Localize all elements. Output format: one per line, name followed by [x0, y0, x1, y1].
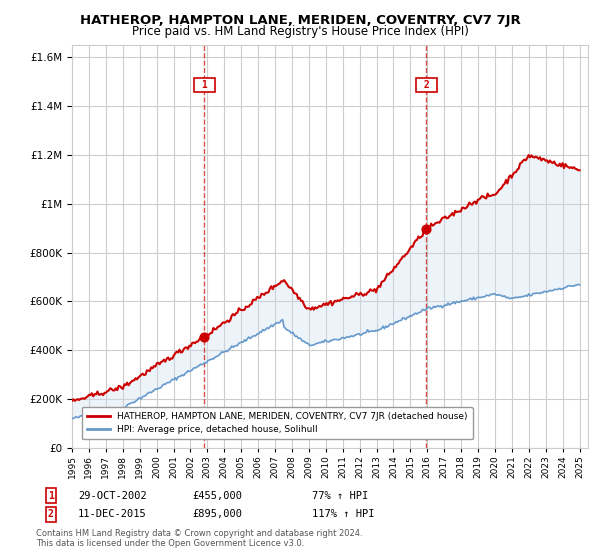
- Point: [422, 225, 431, 234]
- Text: 11-DEC-2015: 11-DEC-2015: [78, 509, 147, 519]
- Text: Price paid vs. HM Land Registry's House Price Index (HPI): Price paid vs. HM Land Registry's House …: [131, 25, 469, 38]
- Text: 29-OCT-2002: 29-OCT-2002: [78, 491, 147, 501]
- Legend: HATHEROP, HAMPTON LANE, MERIDEN, COVENTRY, CV7 7JR (detached house), HPI: Averag: HATHEROP, HAMPTON LANE, MERIDEN, COVENTR…: [82, 407, 473, 440]
- Text: 1: 1: [196, 80, 213, 90]
- Text: Contains HM Land Registry data © Crown copyright and database right 2024.: Contains HM Land Registry data © Crown c…: [36, 530, 362, 539]
- Text: 117% ↑ HPI: 117% ↑ HPI: [312, 509, 374, 519]
- Text: £455,000: £455,000: [192, 491, 242, 501]
- Text: 2: 2: [418, 80, 435, 90]
- Text: 1: 1: [48, 491, 54, 501]
- Text: 77% ↑ HPI: 77% ↑ HPI: [312, 491, 368, 501]
- Text: £895,000: £895,000: [192, 509, 242, 519]
- Point: [200, 332, 209, 341]
- Text: This data is licensed under the Open Government Licence v3.0.: This data is licensed under the Open Gov…: [36, 539, 304, 548]
- Text: 2: 2: [48, 509, 54, 519]
- Text: HATHEROP, HAMPTON LANE, MERIDEN, COVENTRY, CV7 7JR: HATHEROP, HAMPTON LANE, MERIDEN, COVENTR…: [80, 14, 520, 27]
